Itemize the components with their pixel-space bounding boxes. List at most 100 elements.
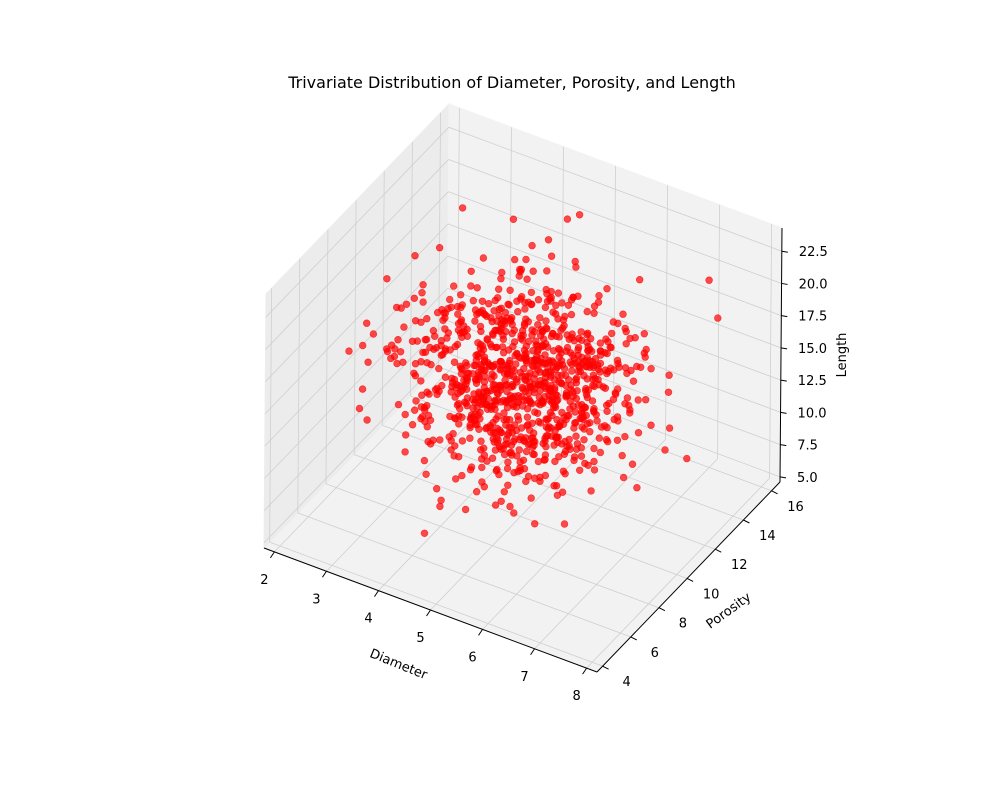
- data-point: [583, 393, 592, 402]
- data-point: [441, 373, 450, 381]
- data-point: [369, 330, 378, 338]
- data-point: [422, 335, 431, 344]
- data-point: [544, 236, 553, 244]
- data-point: [504, 458, 512, 466]
- data-point: [478, 463, 486, 472]
- data-point: [401, 448, 409, 456]
- data-point: [520, 354, 529, 363]
- data-point: [546, 408, 555, 417]
- data-point: [514, 308, 522, 316]
- grid-line-x: [717, 204, 720, 459]
- data-point: [408, 421, 417, 429]
- z-tick-mark: [779, 476, 787, 479]
- data-point: [555, 333, 563, 341]
- data-point: [538, 328, 546, 336]
- data-point: [534, 381, 542, 389]
- data-point: [476, 322, 485, 331]
- z-tick-label: 12.5: [798, 374, 827, 389]
- y-tick-mark: [715, 548, 722, 553]
- y-tick-mark: [743, 519, 750, 524]
- data-point: [363, 416, 371, 424]
- data-point: [595, 292, 603, 300]
- data-point: [412, 397, 420, 405]
- data-point: [485, 362, 493, 370]
- data-point: [467, 282, 475, 290]
- data-point: [466, 423, 474, 432]
- data-point: [538, 398, 546, 406]
- data-point: [542, 317, 550, 325]
- x-tick-mark: [478, 629, 483, 636]
- data-point: [557, 326, 565, 334]
- data-point: [534, 418, 543, 426]
- data-point: [452, 383, 460, 392]
- data-point: [585, 357, 594, 365]
- data-point: [400, 323, 408, 331]
- grid-line-x: [613, 165, 616, 421]
- data-point: [552, 397, 561, 405]
- data-point: [551, 457, 559, 466]
- grid-line-y: [353, 200, 357, 455]
- data-point: [503, 387, 511, 396]
- grid-line-y: [325, 229, 329, 484]
- data-point: [454, 310, 462, 318]
- data-point: [468, 370, 477, 378]
- data-point: [543, 432, 552, 440]
- data-point: [623, 394, 632, 402]
- data-point: [476, 344, 484, 352]
- data-point: [562, 393, 570, 401]
- data-point: [558, 408, 566, 417]
- data-point: [402, 300, 411, 308]
- data-point: [423, 359, 431, 367]
- data-point: [647, 421, 655, 429]
- data-point: [601, 366, 610, 374]
- data-point: [493, 389, 501, 397]
- data-point: [532, 337, 540, 345]
- data-point: [541, 378, 549, 386]
- data-point: [596, 339, 605, 347]
- data-point: [565, 442, 573, 450]
- data-point: [636, 363, 645, 371]
- data-point: [463, 385, 471, 393]
- data-point: [473, 284, 481, 292]
- data-point: [514, 416, 523, 424]
- data-point: [458, 471, 466, 480]
- data-point: [498, 343, 507, 351]
- data-point: [477, 437, 485, 445]
- data-point: [455, 412, 463, 420]
- data-point: [446, 412, 454, 421]
- data-point: [466, 434, 474, 442]
- data-point: [583, 420, 592, 428]
- z-tick-label: 15.0: [798, 342, 827, 357]
- data-point: [437, 496, 445, 504]
- z-tick-label: 20.0: [799, 277, 828, 292]
- data-point: [534, 457, 543, 466]
- grid-line-z: [265, 126, 450, 318]
- data-point: [596, 448, 605, 457]
- grid-line-y: [325, 483, 660, 609]
- data-point: [568, 334, 576, 342]
- x-tick-label: 8: [572, 689, 580, 704]
- data-point: [508, 329, 516, 338]
- data-point: [583, 307, 591, 316]
- data-point: [411, 406, 419, 414]
- data-point: [487, 428, 495, 436]
- data-point: [491, 396, 499, 405]
- data-point: [450, 375, 459, 384]
- data-point: [614, 319, 622, 328]
- data-point: [522, 477, 530, 486]
- data-point: [446, 295, 454, 304]
- data-point: [359, 341, 367, 350]
- data-point: [562, 347, 570, 355]
- data-point: [613, 413, 622, 421]
- grid-line-y: [438, 112, 441, 367]
- data-point: [560, 520, 569, 528]
- data-point: [566, 405, 574, 413]
- data-point: [402, 431, 410, 439]
- y-tick-label: 10: [703, 587, 720, 602]
- data-point: [705, 276, 713, 284]
- data-point: [606, 343, 614, 351]
- data-point: [387, 354, 395, 363]
- grid-line-z: [265, 159, 449, 350]
- data-point: [544, 356, 553, 365]
